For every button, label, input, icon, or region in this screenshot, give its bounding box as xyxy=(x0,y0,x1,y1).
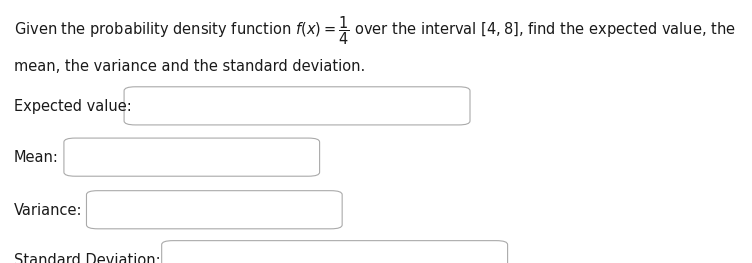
Text: Given the probability density function $f(x) = \dfrac{1}{4}$ over the interval $: Given the probability density function $… xyxy=(14,14,735,47)
Text: Variance:: Variance: xyxy=(14,203,82,218)
Text: Standard Deviation:: Standard Deviation: xyxy=(14,253,160,263)
FancyBboxPatch shape xyxy=(86,191,342,229)
FancyBboxPatch shape xyxy=(162,241,508,263)
FancyBboxPatch shape xyxy=(124,87,470,125)
Text: mean, the variance and the standard deviation.: mean, the variance and the standard devi… xyxy=(14,59,365,74)
FancyBboxPatch shape xyxy=(64,138,320,176)
Text: Expected value:: Expected value: xyxy=(14,99,132,114)
Text: Mean:: Mean: xyxy=(14,150,59,165)
